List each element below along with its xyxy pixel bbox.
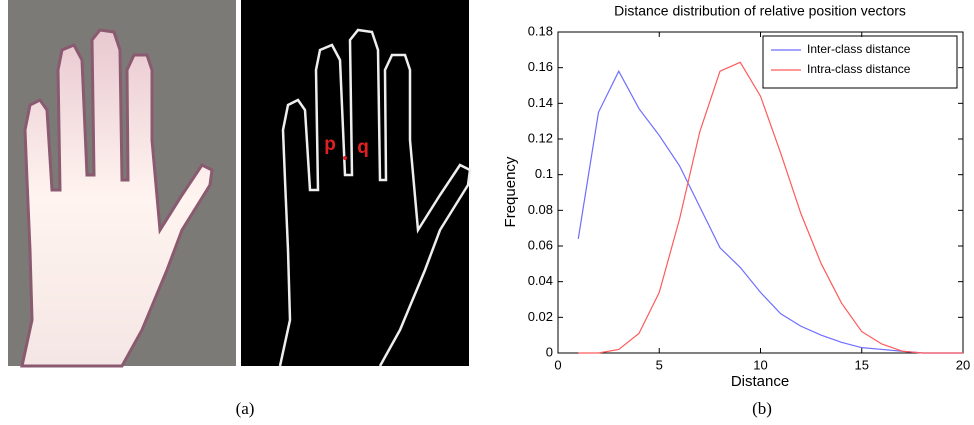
y-tick-label: 0.16 [528,59,553,74]
point-marker [343,156,347,160]
point-label: q [357,137,369,158]
y-tick-label: 0 [546,344,553,359]
point-label: p [324,134,336,155]
caption: (a) [236,399,255,418]
contour-background [241,0,469,366]
y-tick-label: 0.12 [528,130,553,145]
legend: Inter-class distance Intra-class distance [762,35,958,89]
hand-contour [278,28,472,367]
x-axis-label: Distance [731,373,789,390]
hand-photo [20,28,214,368]
y-tick-label: 0.1 [535,166,553,181]
y-tick-label: 0.02 [528,309,553,324]
y-tick-label: 0.14 [528,95,553,110]
legend-label: Intra-class distance [807,62,911,76]
x-tick-label: 5 [656,357,663,372]
y-tick-label: 0.08 [528,202,553,217]
x-tick-label: 20 [956,357,970,372]
series-line [578,61,963,354]
x-tick-label: 15 [855,357,869,372]
y-tick-label: 0.04 [528,273,553,288]
y-axis-label: Frequency [502,156,519,227]
caption: (b) [752,399,772,418]
series-line [577,69,963,354]
y-tick-label: 0.06 [528,237,553,252]
legend-box [762,35,958,89]
x-tick-label: 10 [753,357,767,372]
legend-label: Inter-class distance [807,42,911,56]
y-tick-label: 0.18 [528,23,553,38]
chart-title: Distance distribution of relative positi… [614,3,906,19]
x-tick-label: 0 [554,357,561,372]
